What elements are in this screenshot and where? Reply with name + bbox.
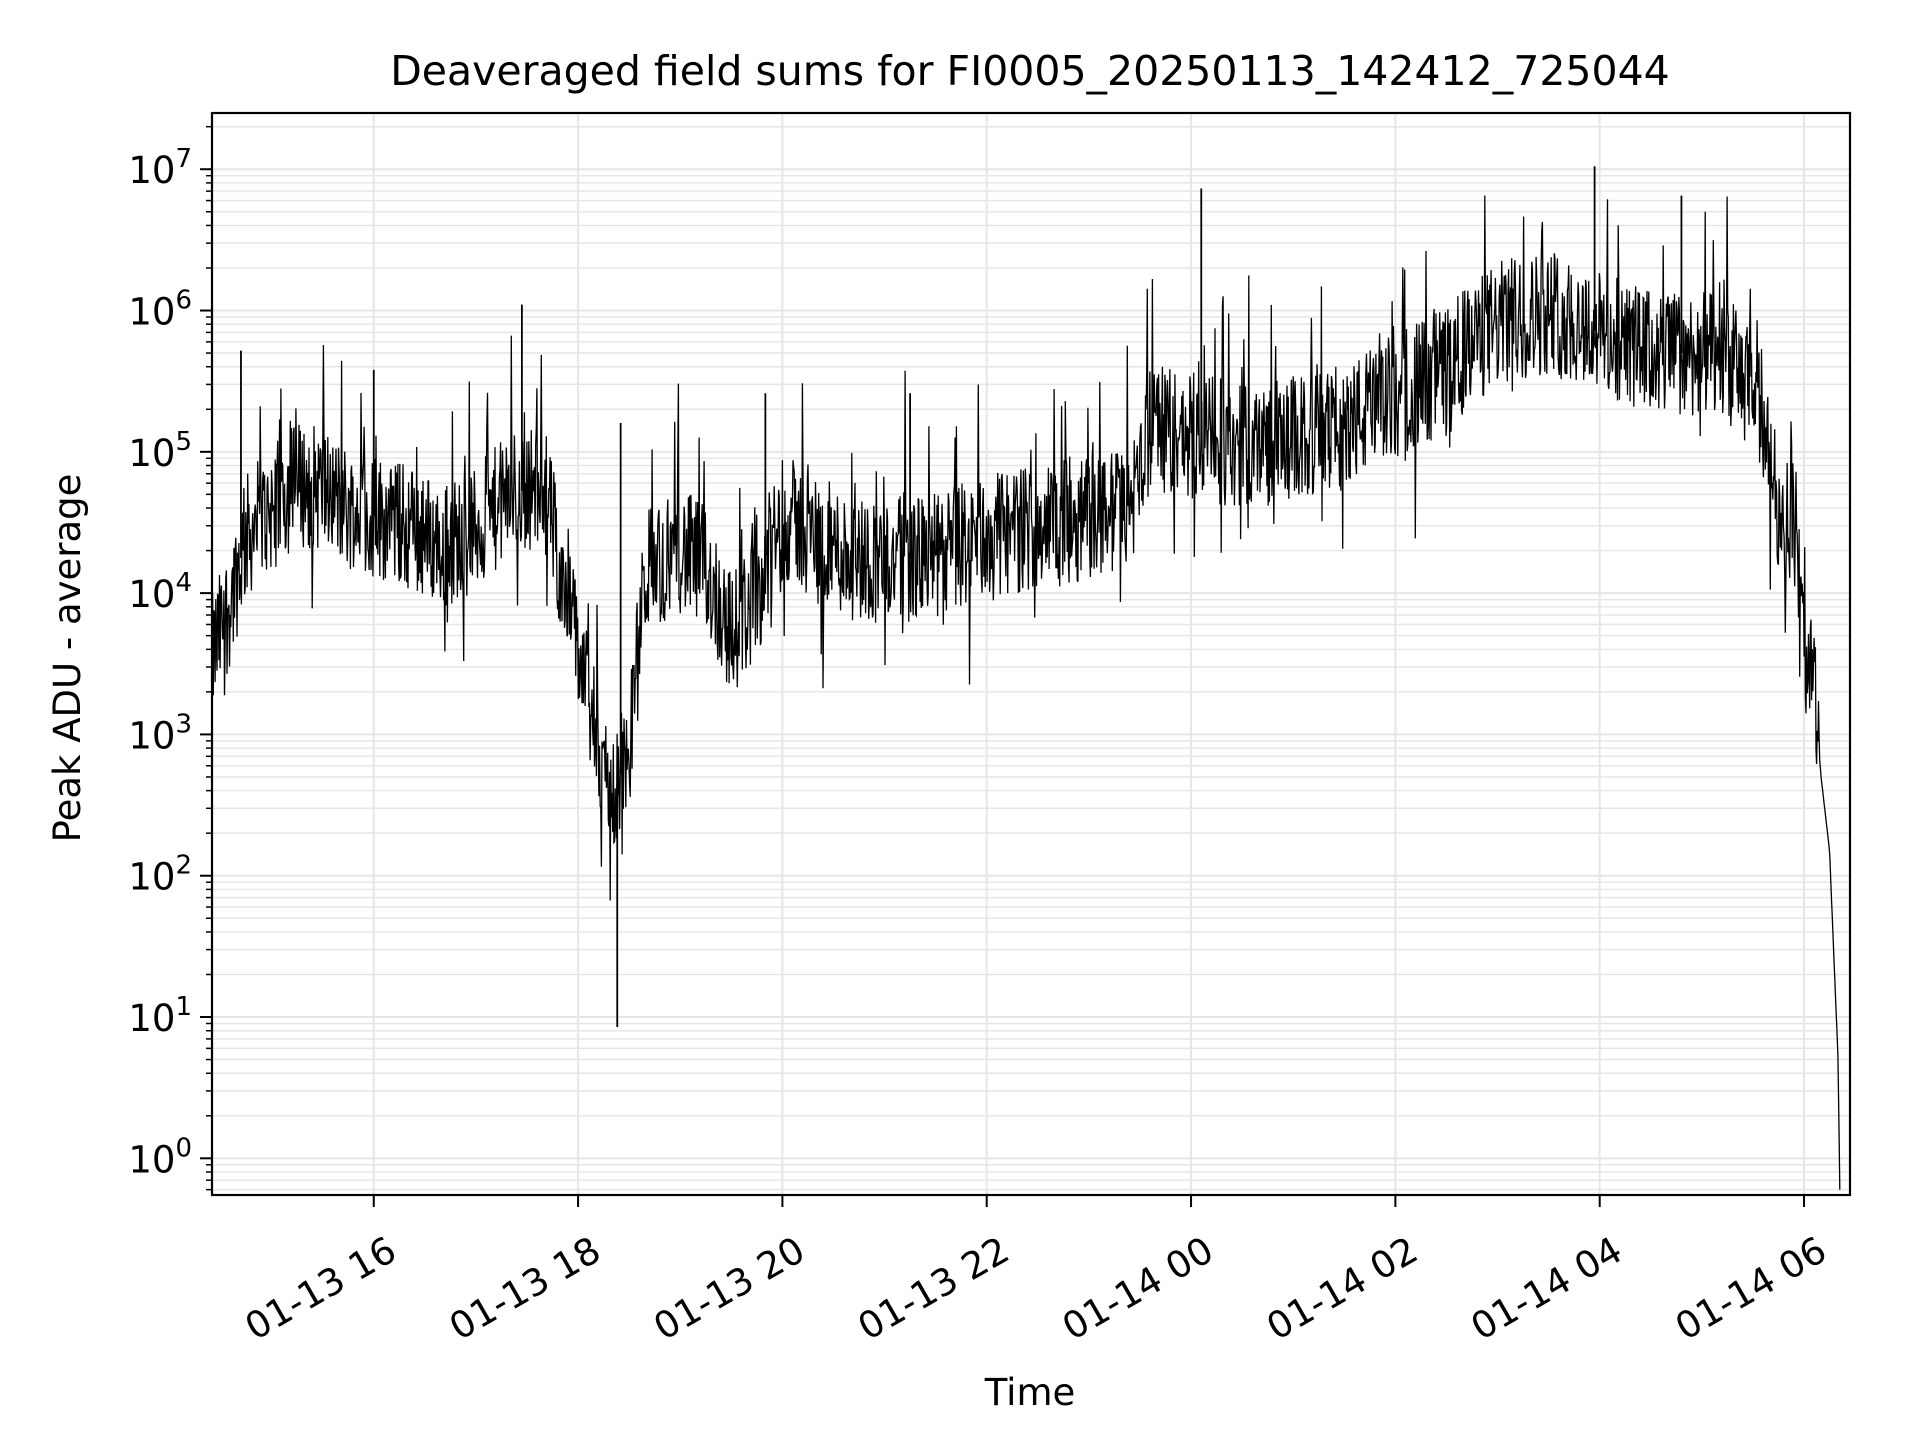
y-axis-label: Peak ADU - average	[46, 474, 89, 843]
y-tick-label: 107	[128, 144, 192, 192]
series-line	[211, 195, 1841, 1190]
y-tick-label: 105	[128, 427, 192, 475]
x-axis-label: Time	[984, 1371, 1076, 1414]
y-tick-label: 102	[128, 851, 192, 899]
y-tick-label: 103	[128, 709, 192, 757]
grid	[212, 113, 1850, 1195]
y-tick-label: 106	[128, 286, 192, 334]
chart-title: Deaveraged field sums for FI0005_2025011…	[390, 47, 1670, 95]
series-line-layer	[211, 166, 1841, 1190]
y-tick-label: 104	[128, 568, 192, 616]
y-tick-label: 101	[128, 992, 192, 1040]
plot-frame	[210, 111, 1852, 1197]
y-tick-label: 100	[128, 1133, 192, 1181]
